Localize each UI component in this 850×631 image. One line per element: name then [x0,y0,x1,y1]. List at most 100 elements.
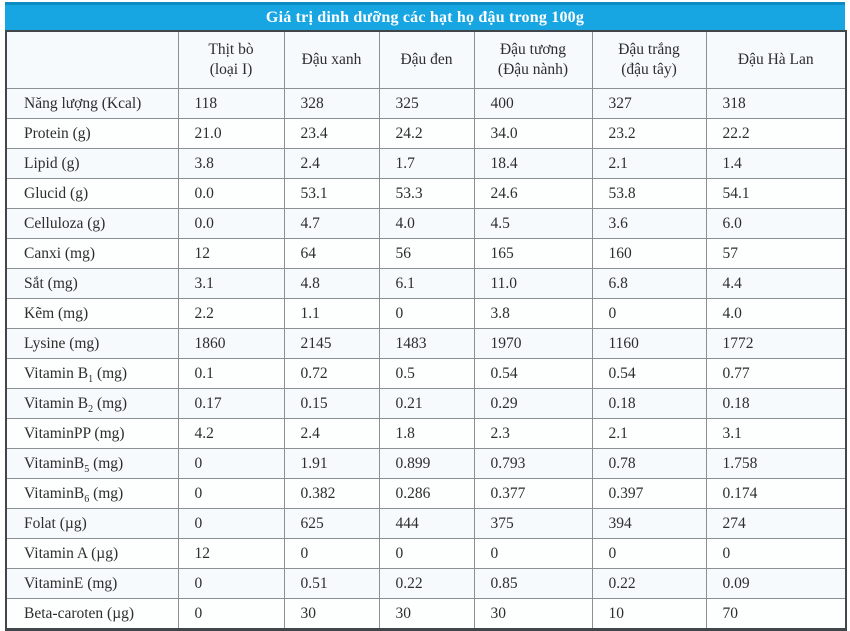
table-row: Protein (g) 21.0 23.4 24.2 34.0 23.2 22.2 [5,118,847,149]
row-label: Celluloza (g) [5,208,179,239]
value-cell: 21.0 [177,118,285,149]
row-label: Canxi (mg) [5,238,179,269]
value-cell: 1.7 [378,148,475,179]
value-cell: 0.29 [473,388,593,419]
row-label: VitaminB5 (mg) [5,448,179,479]
value-cell: 0.21 [378,388,475,419]
value-cell: 56 [378,238,475,269]
row-label: Folat (µg) [5,508,179,539]
table-row: Beta-caroten (µg) 0 30 30 30 10 70 [5,598,847,630]
value-cell: 6.1 [378,268,475,299]
value-cell: 328 [283,88,380,119]
value-cell: 0 [705,538,847,569]
value-cell: 4.5 [473,208,593,239]
value-cell: 118 [177,88,285,119]
value-cell: 2145 [283,328,380,359]
value-cell: 2.1 [591,148,707,179]
value-cell: 0.78 [591,448,707,479]
value-cell: 30 [473,598,593,630]
value-cell: 3.8 [177,148,285,179]
value-cell: 4.7 [283,208,380,239]
value-cell: 327 [591,88,707,119]
header-row: Thịt bò (loại I) Đậu xanh Đậu đen Đậu tương (… [5,30,847,89]
table-title-bar: Giá trị dinh dưỡng các hạt họ đậu trong … [5,2,845,30]
column-header: Thịt bò (loại I) [177,30,285,89]
row-label: Vitamin B2 (mg) [5,388,179,419]
value-cell: 165 [473,238,593,269]
value-cell: 12 [177,238,285,269]
value-cell: 1772 [705,328,847,359]
column-label: Đậu đen [400,51,453,68]
value-cell: 64 [283,238,380,269]
table-row: Lysine (mg) 1860 2145 1483 1970 1160 1772 [5,328,847,359]
value-cell: 0 [177,448,285,479]
column-label: Thịt bò [208,41,254,58]
table-row: Vitamin A (µg) 12 0 0 0 0 0 [5,538,847,569]
value-cell: 53.8 [591,178,707,209]
value-cell: 30 [378,598,475,630]
table-row: Vitamin B2 (mg) 0.17 0.15 0.21 0.29 0.18 0.18 [5,388,847,419]
row-label: Kẽm (mg) [5,298,179,329]
value-cell: 0.51 [283,568,380,599]
value-cell: 23.4 [283,118,380,149]
column-sublabel: (Đậu nành) [497,61,569,78]
column-header: Đậu đen [378,30,475,89]
value-cell: 3.1 [177,268,285,299]
table-row: VitaminE (mg) 0 0.51 0.22 0.85 0.22 0.09 [5,568,847,599]
value-cell: 34.0 [473,118,593,149]
table-row: Vitamin B1 (mg) 0.1 0.72 0.5 0.54 0.54 0.77 [5,358,847,389]
row-label: VitaminB6 (mg) [5,478,179,509]
value-cell: 0 [283,538,380,569]
value-cell: 0.77 [705,358,847,389]
value-cell: 18.4 [473,148,593,179]
value-cell: 1160 [591,328,707,359]
value-cell: 0.5 [378,358,475,389]
row-label: Sắt (mg) [5,268,179,299]
value-cell: 54.1 [705,178,847,209]
value-cell: 444 [378,508,475,539]
value-cell: 0 [177,478,285,509]
row-label: Vitamin A (µg) [5,538,179,569]
row-label: Glucid (g) [5,178,179,209]
value-cell: 0.22 [591,568,707,599]
column-label: Đậu tương [499,41,567,58]
value-cell: 4.8 [283,268,380,299]
value-cell: 0.793 [473,448,593,479]
row-label: VitaminPP (mg) [5,418,179,449]
value-cell: 6.0 [705,208,847,239]
value-cell: 625 [283,508,380,539]
value-cell: 4.2 [177,418,285,449]
value-cell: 0 [591,298,707,329]
value-cell: 394 [591,508,707,539]
table-header: Thịt bò (loại I) Đậu xanh Đậu đen Đậu tương (… [5,30,847,89]
value-cell: 10 [591,598,707,630]
value-cell: 1.8 [378,418,475,449]
value-cell: 0.72 [283,358,380,389]
value-cell: 0.22 [378,568,475,599]
table-row: Glucid (g) 0.0 53.1 53.3 24.6 53.8 54.1 [5,178,847,209]
value-cell: 53.3 [378,178,475,209]
value-cell: 24.2 [378,118,475,149]
value-cell: 0.397 [591,478,707,509]
value-cell: 24.6 [473,178,593,209]
value-cell: 0 [177,598,285,630]
value-cell: 1970 [473,328,593,359]
value-cell: 1.758 [705,448,847,479]
value-cell: 325 [378,88,475,119]
column-header: Đậu xanh [283,30,380,89]
value-cell: 0.18 [591,388,707,419]
table-row: Năng lượng (Kcal) 118 328 325 400 327 318 [5,88,847,119]
value-cell: 1.91 [283,448,380,479]
table-row: VitaminPP (mg) 4.2 2.4 1.8 2.3 2.1 3.1 [5,418,847,449]
value-cell: 4.4 [705,268,847,299]
page: Giá trị dinh dưỡng các hạt họ đậu trong … [5,2,847,631]
column-sublabel: (đậu tây) [621,61,677,78]
row-label: Vitamin B1 (mg) [5,358,179,389]
value-cell: 0 [378,298,475,329]
table-row: VitaminB5 (mg) 0 1.91 0.899 0.793 0.78 1.758 [5,448,847,479]
value-cell: 22.2 [705,118,847,149]
value-cell: 0.382 [283,478,380,509]
value-cell: 0.54 [591,358,707,389]
value-cell: 0 [473,538,593,569]
value-cell: 1.4 [705,148,847,179]
